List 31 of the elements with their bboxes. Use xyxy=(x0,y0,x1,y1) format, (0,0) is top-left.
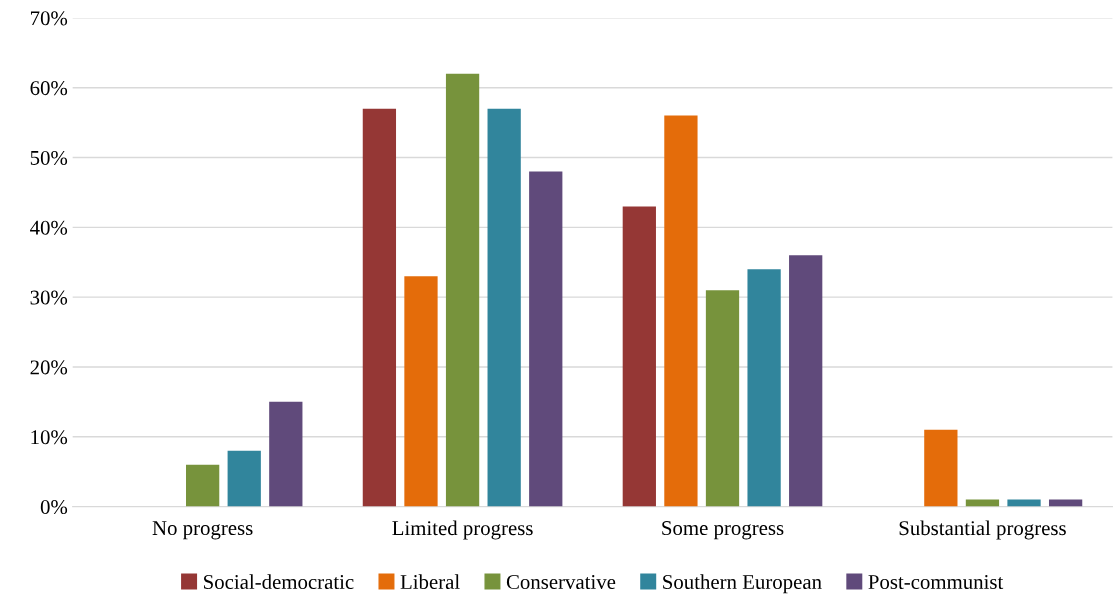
bar xyxy=(362,108,397,507)
legend-label: Liberal xyxy=(400,574,460,590)
bar xyxy=(622,206,656,507)
x-tick-label: Some progress xyxy=(662,521,784,540)
y-tick-label: 60% xyxy=(30,81,68,96)
bar xyxy=(487,108,521,507)
bar xyxy=(529,171,563,507)
y-tick-label: 0% xyxy=(40,499,68,515)
bar xyxy=(269,401,303,507)
bar xyxy=(747,269,781,507)
y-tick-label: 70% xyxy=(31,11,68,26)
legend-label: Social-democratic xyxy=(204,574,354,590)
bar xyxy=(404,276,438,507)
bar xyxy=(789,255,823,507)
bar xyxy=(924,429,958,507)
y-tick-label: 50% xyxy=(30,150,68,166)
bar xyxy=(227,450,261,507)
legend-label: Post-communist xyxy=(868,575,1004,590)
bar xyxy=(186,464,220,507)
y-tick-label: 40% xyxy=(30,220,68,235)
y-tick-label: 30% xyxy=(30,290,68,305)
legend-label: Southern European xyxy=(663,574,822,594)
legend-label: Conservative xyxy=(506,575,616,590)
x-tick-label: No progress xyxy=(152,521,253,540)
y-tick-label: 10% xyxy=(31,430,68,445)
bar xyxy=(664,115,698,507)
bar xyxy=(705,290,740,507)
y-tick-label: 20% xyxy=(30,360,68,375)
x-tick-label: Substantial progress xyxy=(899,520,1066,540)
bar xyxy=(445,73,480,507)
x-tick-label: Limited progress xyxy=(392,520,533,540)
